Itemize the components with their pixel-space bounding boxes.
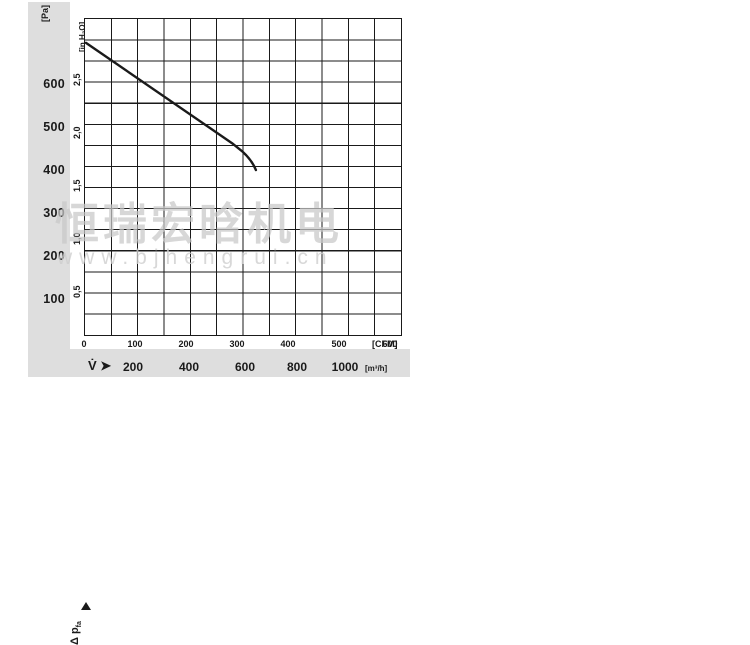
xaxis-name-flow: V̇ ➤ bbox=[88, 358, 112, 373]
yaxis-name-text: Δ pfa bbox=[69, 621, 84, 645]
fan-performance-chart: [Pa] 100 200 300 400 500 600 [in H₂O] 0,… bbox=[28, 2, 410, 645]
xaxis-tick-cfm-0: 0 bbox=[81, 339, 87, 349]
yaxis-tick-pa-200: 200 bbox=[43, 249, 65, 263]
grid-lines bbox=[85, 19, 401, 335]
xaxis-tick-cfm-500: 500 bbox=[331, 339, 347, 349]
bottom-axis-band bbox=[28, 349, 410, 377]
yaxis-tick-inw-25: 2,5 bbox=[72, 73, 82, 86]
xaxis-tick-cfm-600: 600 bbox=[382, 339, 398, 349]
yaxis-tick-pa-600: 600 bbox=[43, 77, 65, 91]
xaxis-tick-cmh-1000: 1000 bbox=[331, 360, 359, 374]
xaxis-tick-cfm-100: 100 bbox=[127, 339, 143, 349]
left-axis-band bbox=[28, 2, 70, 377]
xaxis-tick-cmh-600: 600 bbox=[234, 360, 256, 374]
yaxis-tick-pa-500: 500 bbox=[43, 120, 65, 134]
yaxis-tick-pa-100: 100 bbox=[43, 292, 65, 306]
xaxis-tick-cfm-400: 400 bbox=[280, 339, 296, 349]
plot-area bbox=[84, 18, 402, 336]
xaxis-secondary-unit: [m³/h] bbox=[365, 364, 388, 373]
yaxis-tick-inw-15: 1,5 bbox=[72, 179, 82, 192]
yaxis-tick-inw-20: 2,0 bbox=[72, 126, 82, 139]
yaxis-tick-pa-400: 400 bbox=[43, 163, 65, 177]
yaxis-tick-pa-300: 300 bbox=[43, 206, 65, 220]
xaxis-tick-cfm-200: 200 bbox=[178, 339, 194, 349]
xaxis-tick-cmh-200: 200 bbox=[122, 360, 144, 374]
yaxis-tick-inw-05: 0,5 bbox=[72, 285, 82, 298]
xaxis-tick-cfm-300: 300 bbox=[229, 339, 245, 349]
yaxis-primary-unit: [Pa] bbox=[40, 4, 50, 22]
yaxis-name-delta-p: Δ pfa bbox=[33, 300, 91, 645]
xaxis-tick-cmh-800: 800 bbox=[286, 360, 308, 374]
xaxis-primary-unit: [CFM] bbox=[372, 339, 398, 349]
up-arrow-icon bbox=[81, 602, 91, 610]
yaxis-tick-inw-10: 1,0 bbox=[72, 232, 82, 245]
xaxis-tick-cmh-400: 400 bbox=[178, 360, 200, 374]
